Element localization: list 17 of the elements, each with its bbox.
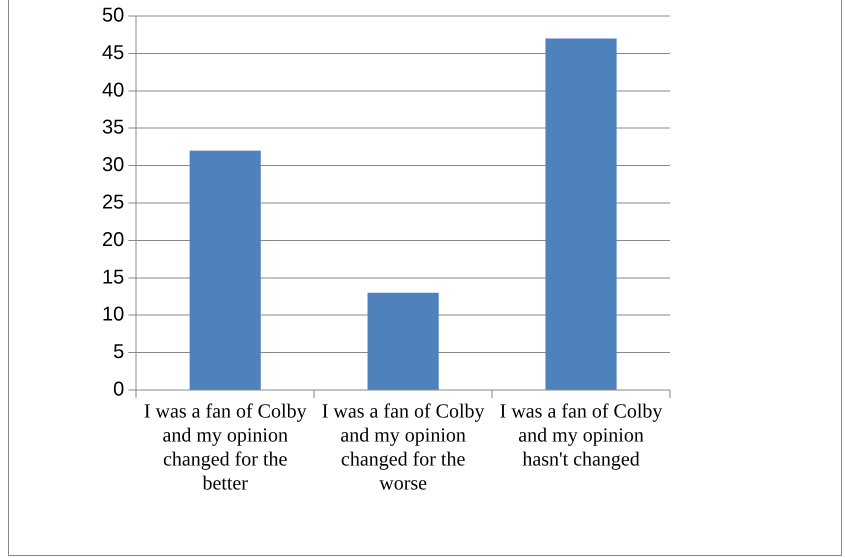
y-tick-label: 25: [102, 192, 124, 214]
y-tick-label: 35: [102, 116, 124, 139]
x-tick-label: I was a fan of Colby and my opinion changed for the better: [144, 400, 307, 494]
y-tick-label: 45: [102, 42, 124, 64]
y-tick-label: 15: [102, 266, 124, 288]
x-tick-label: I was a fan of Colby and my opinion changed for the worse: [322, 400, 484, 494]
bar: [190, 150, 261, 390]
x-tick-label: I was a fan of Colby and my opinion hasn't changed: [500, 400, 662, 470]
bar: [545, 38, 617, 390]
y-tick-label: 5: [113, 341, 124, 364]
y-tick-label: 30: [102, 154, 124, 176]
y-tick-label: 20: [102, 228, 124, 251]
y-tick-label: 50: [102, 4, 124, 27]
y-tick-label: 0: [113, 378, 124, 401]
y-tick-label: 40: [102, 79, 124, 102]
y-tick-label: 10: [102, 304, 124, 326]
bar: [368, 292, 439, 390]
